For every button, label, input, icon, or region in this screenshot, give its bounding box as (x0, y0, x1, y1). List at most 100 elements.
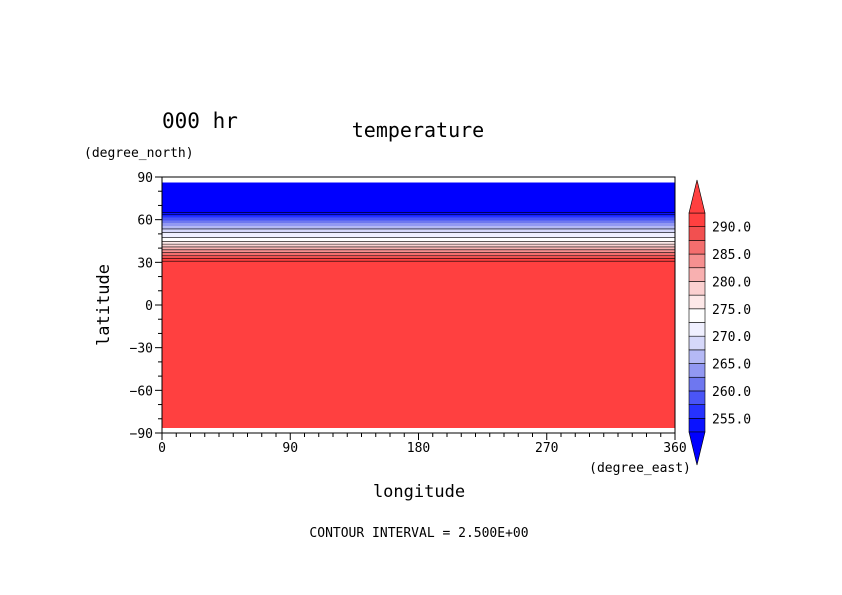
contour-band (162, 314, 675, 317)
contour-band (162, 371, 675, 374)
contour-band (162, 327, 675, 329)
contour-band (162, 222, 675, 224)
y-axis-title: latitude (94, 264, 114, 346)
contour-band (162, 363, 675, 365)
contour-band (162, 194, 675, 196)
contour-band (162, 260, 675, 262)
contour-band (162, 263, 675, 266)
x-tick-label: 360 (663, 441, 686, 456)
contour-band (162, 356, 675, 359)
contour-band (162, 425, 675, 427)
contour-band (162, 356, 675, 358)
contour-band (162, 416, 675, 418)
contour-band (162, 187, 675, 189)
contour-band (162, 391, 675, 393)
contour-band (162, 243, 675, 246)
contour-band (162, 323, 675, 325)
contour-band (162, 199, 675, 201)
contour-band (162, 288, 675, 290)
contour-band (162, 277, 675, 279)
contour-band (162, 270, 675, 273)
colorbar-upper-arrow (688, 179, 706, 214)
contour-band (162, 313, 675, 315)
contour-band (162, 362, 675, 364)
contour-band (162, 220, 675, 222)
contour-band (162, 306, 675, 308)
contour-band (162, 365, 675, 367)
contour-band (162, 189, 675, 192)
colorbar-segment (688, 349, 706, 364)
contour-band (162, 252, 675, 254)
contour-band (162, 397, 675, 399)
contour-band (162, 300, 675, 302)
chart-title: temperature (352, 118, 484, 142)
contour-band (162, 344, 675, 347)
contour-band (162, 332, 675, 335)
contour-band (162, 206, 675, 209)
x-tick-label: 270 (535, 441, 558, 456)
contour-band (162, 256, 675, 258)
contour-band (162, 202, 675, 204)
contour-band (162, 352, 675, 354)
x-tick-label: 90 (282, 441, 298, 456)
contour-band (162, 204, 675, 207)
contour-band (162, 258, 675, 261)
contour-band (162, 213, 675, 215)
contour-band (162, 310, 675, 312)
contour-band (162, 237, 675, 239)
y-unit-label: (degree_north) (84, 146, 194, 161)
contour-band (162, 250, 675, 253)
contour-band (162, 217, 675, 219)
contour-band (162, 329, 675, 332)
contour-band (162, 218, 675, 220)
contour-band (162, 258, 675, 260)
contour-band (162, 335, 675, 337)
contour-band (162, 414, 675, 416)
contour-band (162, 376, 675, 378)
colorbar-label: 255.0 (712, 412, 751, 427)
colorbar-label: 280.0 (712, 275, 751, 290)
colorbar-lower-arrow (688, 431, 706, 466)
contour-band (162, 312, 675, 315)
contour-band (162, 379, 675, 381)
contour-band (162, 285, 675, 288)
contour-band (162, 329, 675, 331)
contour-band (162, 296, 675, 298)
contour-band (162, 349, 675, 352)
contour-band (162, 294, 675, 296)
contour-lines (162, 212, 675, 262)
contour-band (162, 398, 675, 401)
contour-band (162, 396, 675, 399)
contour-band (162, 209, 675, 211)
contour-band (162, 326, 675, 328)
contour-band (162, 417, 675, 419)
contour-band (162, 354, 675, 357)
contour-band (162, 264, 675, 266)
contour-band (162, 290, 675, 293)
contour-band (162, 319, 675, 322)
contour-band (162, 389, 675, 391)
contour-band (162, 330, 675, 332)
contour-band (162, 263, 675, 265)
contour-band (162, 255, 675, 258)
contour-band (162, 190, 675, 192)
contour-band (162, 259, 675, 261)
contour-band (162, 408, 675, 411)
contour-band (162, 311, 675, 313)
contour-band (162, 305, 675, 307)
contour-band (162, 421, 675, 423)
x-tick-label: 0 (158, 441, 166, 456)
contour-band (162, 420, 675, 423)
colorbar-label: 260.0 (712, 385, 751, 400)
contour-band (162, 224, 675, 226)
contour-band (162, 412, 675, 414)
contour-band (162, 201, 675, 203)
contour-band (162, 226, 675, 228)
contour-band (162, 195, 675, 197)
contour-band (162, 245, 675, 248)
contour-band (162, 305, 675, 308)
contour-band (162, 281, 675, 283)
contour-band (162, 425, 675, 428)
contour-band (162, 248, 675, 251)
